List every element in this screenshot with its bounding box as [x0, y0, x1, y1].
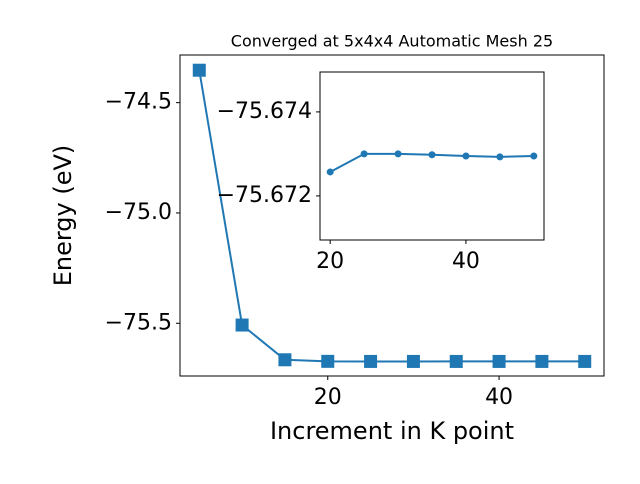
marker	[321, 354, 335, 368]
y-tick-label: −74.5	[105, 90, 172, 115]
marker	[235, 318, 249, 332]
x-axis-label: Increment in K point	[270, 417, 514, 445]
marker	[364, 354, 378, 368]
marker	[326, 168, 334, 176]
marker	[462, 152, 470, 160]
y-tick-label: −75.674	[217, 99, 312, 124]
marker	[192, 63, 206, 77]
marker	[535, 354, 549, 368]
marker	[360, 150, 368, 158]
x-tick-label: 20	[316, 249, 344, 274]
marker	[492, 354, 506, 368]
marker	[578, 354, 592, 368]
y-tick-label: −75.0	[105, 200, 172, 225]
marker	[428, 151, 436, 159]
data-line	[198, 70, 585, 363]
marker	[278, 353, 292, 367]
marker	[449, 354, 463, 368]
marker	[394, 150, 402, 158]
x-tick-label: 40	[485, 385, 513, 410]
chart-title: Converged at 5x4x4 Automatic Mesh 25	[231, 32, 553, 51]
y-tick-label: −75.672	[217, 183, 312, 208]
marker	[496, 153, 504, 161]
marker	[530, 152, 538, 160]
y-axis-label: Energy (eV)	[49, 145, 77, 287]
marker	[406, 354, 420, 368]
x-tick-label: 40	[452, 249, 480, 274]
y-tick-label: −75.5	[105, 310, 172, 335]
x-tick-label: 20	[314, 385, 342, 410]
